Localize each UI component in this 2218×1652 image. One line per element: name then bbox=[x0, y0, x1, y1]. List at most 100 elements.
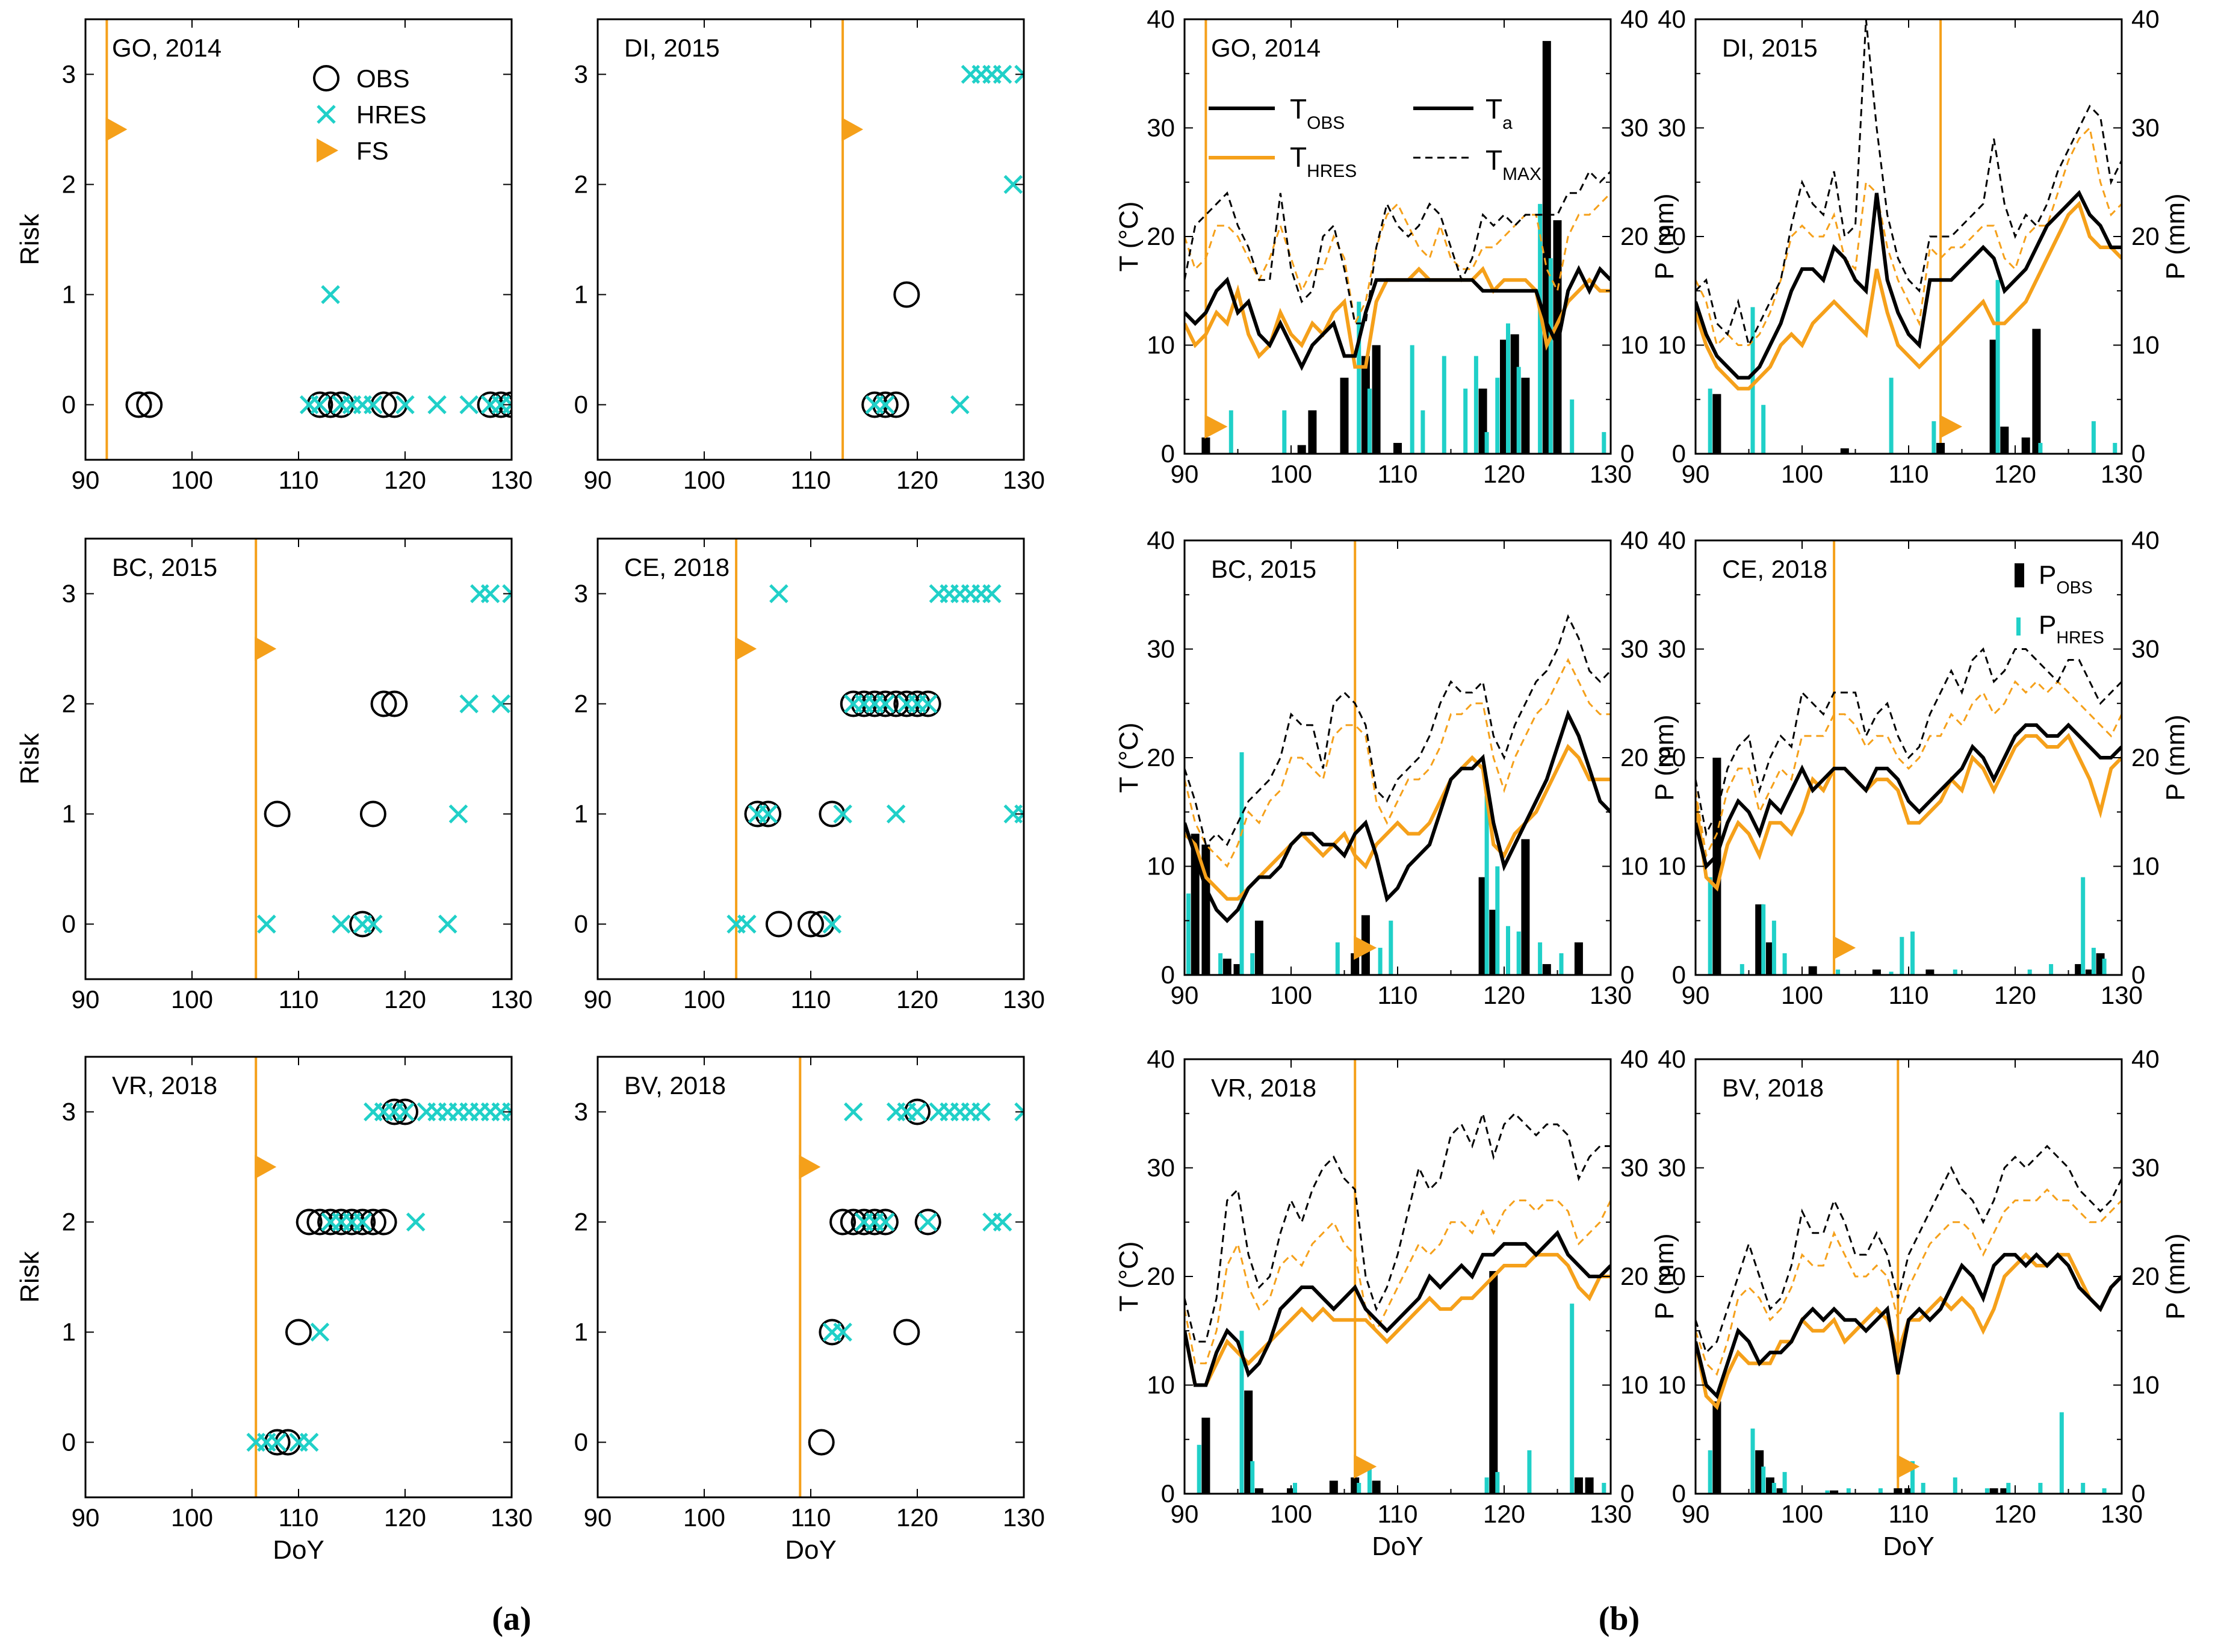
plot-area bbox=[841, 19, 1024, 460]
p-obs-bar bbox=[1574, 1477, 1583, 1494]
y2-axis-label: P (mm) bbox=[2161, 1233, 2190, 1319]
p-hres-bar bbox=[1708, 1450, 1712, 1494]
hres-point bbox=[480, 584, 500, 604]
p-hres-bar bbox=[1442, 356, 1446, 454]
p-hres-bar bbox=[1761, 1466, 1766, 1494]
x-tick-label: 100 bbox=[683, 1503, 725, 1532]
t-hres-max-line bbox=[1696, 1188, 2122, 1376]
y-tick-label: 40 bbox=[1147, 526, 1175, 554]
y-tick-label: 0 bbox=[1161, 961, 1175, 989]
x-tick-label: 100 bbox=[1270, 1500, 1312, 1528]
p-hres-bar bbox=[2059, 1412, 2064, 1494]
y-tick-label: 1 bbox=[574, 800, 588, 828]
p-hres-bar bbox=[1708, 388, 1712, 454]
t-obs-line bbox=[1185, 1230, 1611, 1387]
x-tick-label: 110 bbox=[1378, 1500, 1418, 1528]
y-tick-label: 10 bbox=[1147, 1371, 1175, 1399]
y-axis-label: Risk bbox=[15, 1251, 45, 1303]
p-hres-bar bbox=[2027, 969, 2032, 975]
y-axis-label: T (°C) bbox=[1114, 1242, 1144, 1312]
hres-point bbox=[448, 804, 468, 824]
x-tick-label: 110 bbox=[279, 1503, 319, 1532]
p-hres-bar bbox=[1239, 1331, 1244, 1494]
y-tick-label: 10 bbox=[1658, 1371, 1686, 1399]
hres-point bbox=[406, 1212, 426, 1232]
fs-marker bbox=[255, 1155, 277, 1179]
hres-point bbox=[876, 395, 895, 415]
p-hres-bar bbox=[1420, 410, 1425, 454]
p-obs-bar bbox=[1201, 1417, 1210, 1494]
obs-point bbox=[136, 391, 163, 418]
p-obs-bar bbox=[2021, 437, 2030, 454]
t-obs-line bbox=[1696, 722, 2122, 870]
p-hres-bar bbox=[2091, 421, 2096, 454]
plot-frame bbox=[84, 18, 513, 461]
obs-point bbox=[359, 800, 386, 828]
p-obs-bar bbox=[2032, 329, 2041, 454]
obs-point bbox=[914, 1208, 941, 1236]
obs-point bbox=[381, 690, 408, 717]
hres-point bbox=[502, 584, 512, 604]
hres-point bbox=[737, 914, 757, 934]
p-hres-bar bbox=[2102, 958, 2107, 975]
p-obs-bar bbox=[1936, 442, 1945, 454]
legend-obs-marker bbox=[313, 65, 339, 91]
obs-point bbox=[370, 690, 397, 717]
p-obs-bar bbox=[1521, 839, 1530, 975]
hres-point bbox=[257, 914, 276, 934]
panel-a-DI-2015: 90 100 110 120 130 0 1 2 3 DI, 2015 bbox=[574, 18, 1045, 494]
hres-point bbox=[1014, 804, 1024, 824]
x-tick-label: 100 bbox=[683, 985, 725, 1013]
y-tick-label: 30 bbox=[1147, 114, 1175, 142]
p-obs-bar bbox=[1894, 1488, 1903, 1494]
p-hres-bar bbox=[1495, 377, 1500, 454]
panel-title: VR, 2018 bbox=[1211, 1074, 1316, 1102]
y2-tick-label: 10 bbox=[2131, 331, 2160, 359]
fs-marker bbox=[1939, 414, 1963, 439]
panel-title: CE, 2018 bbox=[624, 553, 730, 581]
y-tick-label: 10 bbox=[1147, 852, 1175, 880]
x-axis-label: DoY bbox=[785, 1535, 837, 1565]
hres-point bbox=[1003, 175, 1023, 194]
x-tick-label: 120 bbox=[1483, 460, 1525, 488]
hres-point bbox=[844, 1102, 863, 1122]
x-tick-label: 130 bbox=[491, 1503, 533, 1532]
y-tick-label: 3 bbox=[62, 580, 76, 608]
hres-point bbox=[758, 804, 778, 824]
p-obs-bar bbox=[1989, 1488, 1998, 1494]
p-hres-bar bbox=[2113, 442, 2117, 454]
y2-tick-label: 0 bbox=[1620, 439, 1634, 468]
p-obs-bar bbox=[1222, 958, 1231, 975]
y-tick-label: 0 bbox=[574, 391, 588, 419]
t-max-line bbox=[1696, 647, 2122, 837]
obs-point bbox=[296, 1208, 323, 1236]
x-tick-label: 90 bbox=[1171, 1500, 1199, 1528]
hres-point bbox=[993, 64, 1012, 84]
p-hres-bar bbox=[1463, 388, 1468, 454]
y-tick-label: 40 bbox=[1147, 5, 1175, 33]
x-tick-label: 130 bbox=[491, 466, 533, 494]
y-tick-label: 0 bbox=[1672, 1479, 1686, 1508]
x-tick-label: 120 bbox=[1994, 1500, 2036, 1528]
y2-tick-label: 20 bbox=[1620, 1262, 1649, 1290]
p-obs-bar bbox=[1297, 445, 1306, 454]
y-tick-label: 3 bbox=[574, 580, 588, 608]
x-tick-label: 120 bbox=[384, 1503, 426, 1532]
y2-tick-label: 40 bbox=[1620, 1045, 1649, 1073]
hres-point bbox=[886, 804, 906, 824]
p-hres-bar bbox=[1293, 1482, 1297, 1494]
hres-point bbox=[438, 914, 457, 934]
plot-frame bbox=[1183, 1058, 1612, 1495]
panel-title: BC, 2015 bbox=[1211, 555, 1316, 583]
y2-tick-label: 0 bbox=[1620, 1479, 1634, 1508]
y2-tick-label: 40 bbox=[2131, 1045, 2160, 1073]
obs-point bbox=[893, 281, 920, 308]
x-tick-label: 120 bbox=[1994, 981, 2036, 1009]
p-obs-bar bbox=[2000, 426, 2009, 454]
p-hres-bar bbox=[1250, 1461, 1255, 1494]
t-max-line bbox=[1185, 1110, 1611, 1343]
p-hres-bar bbox=[1559, 953, 1564, 975]
hres-point bbox=[267, 1432, 287, 1452]
